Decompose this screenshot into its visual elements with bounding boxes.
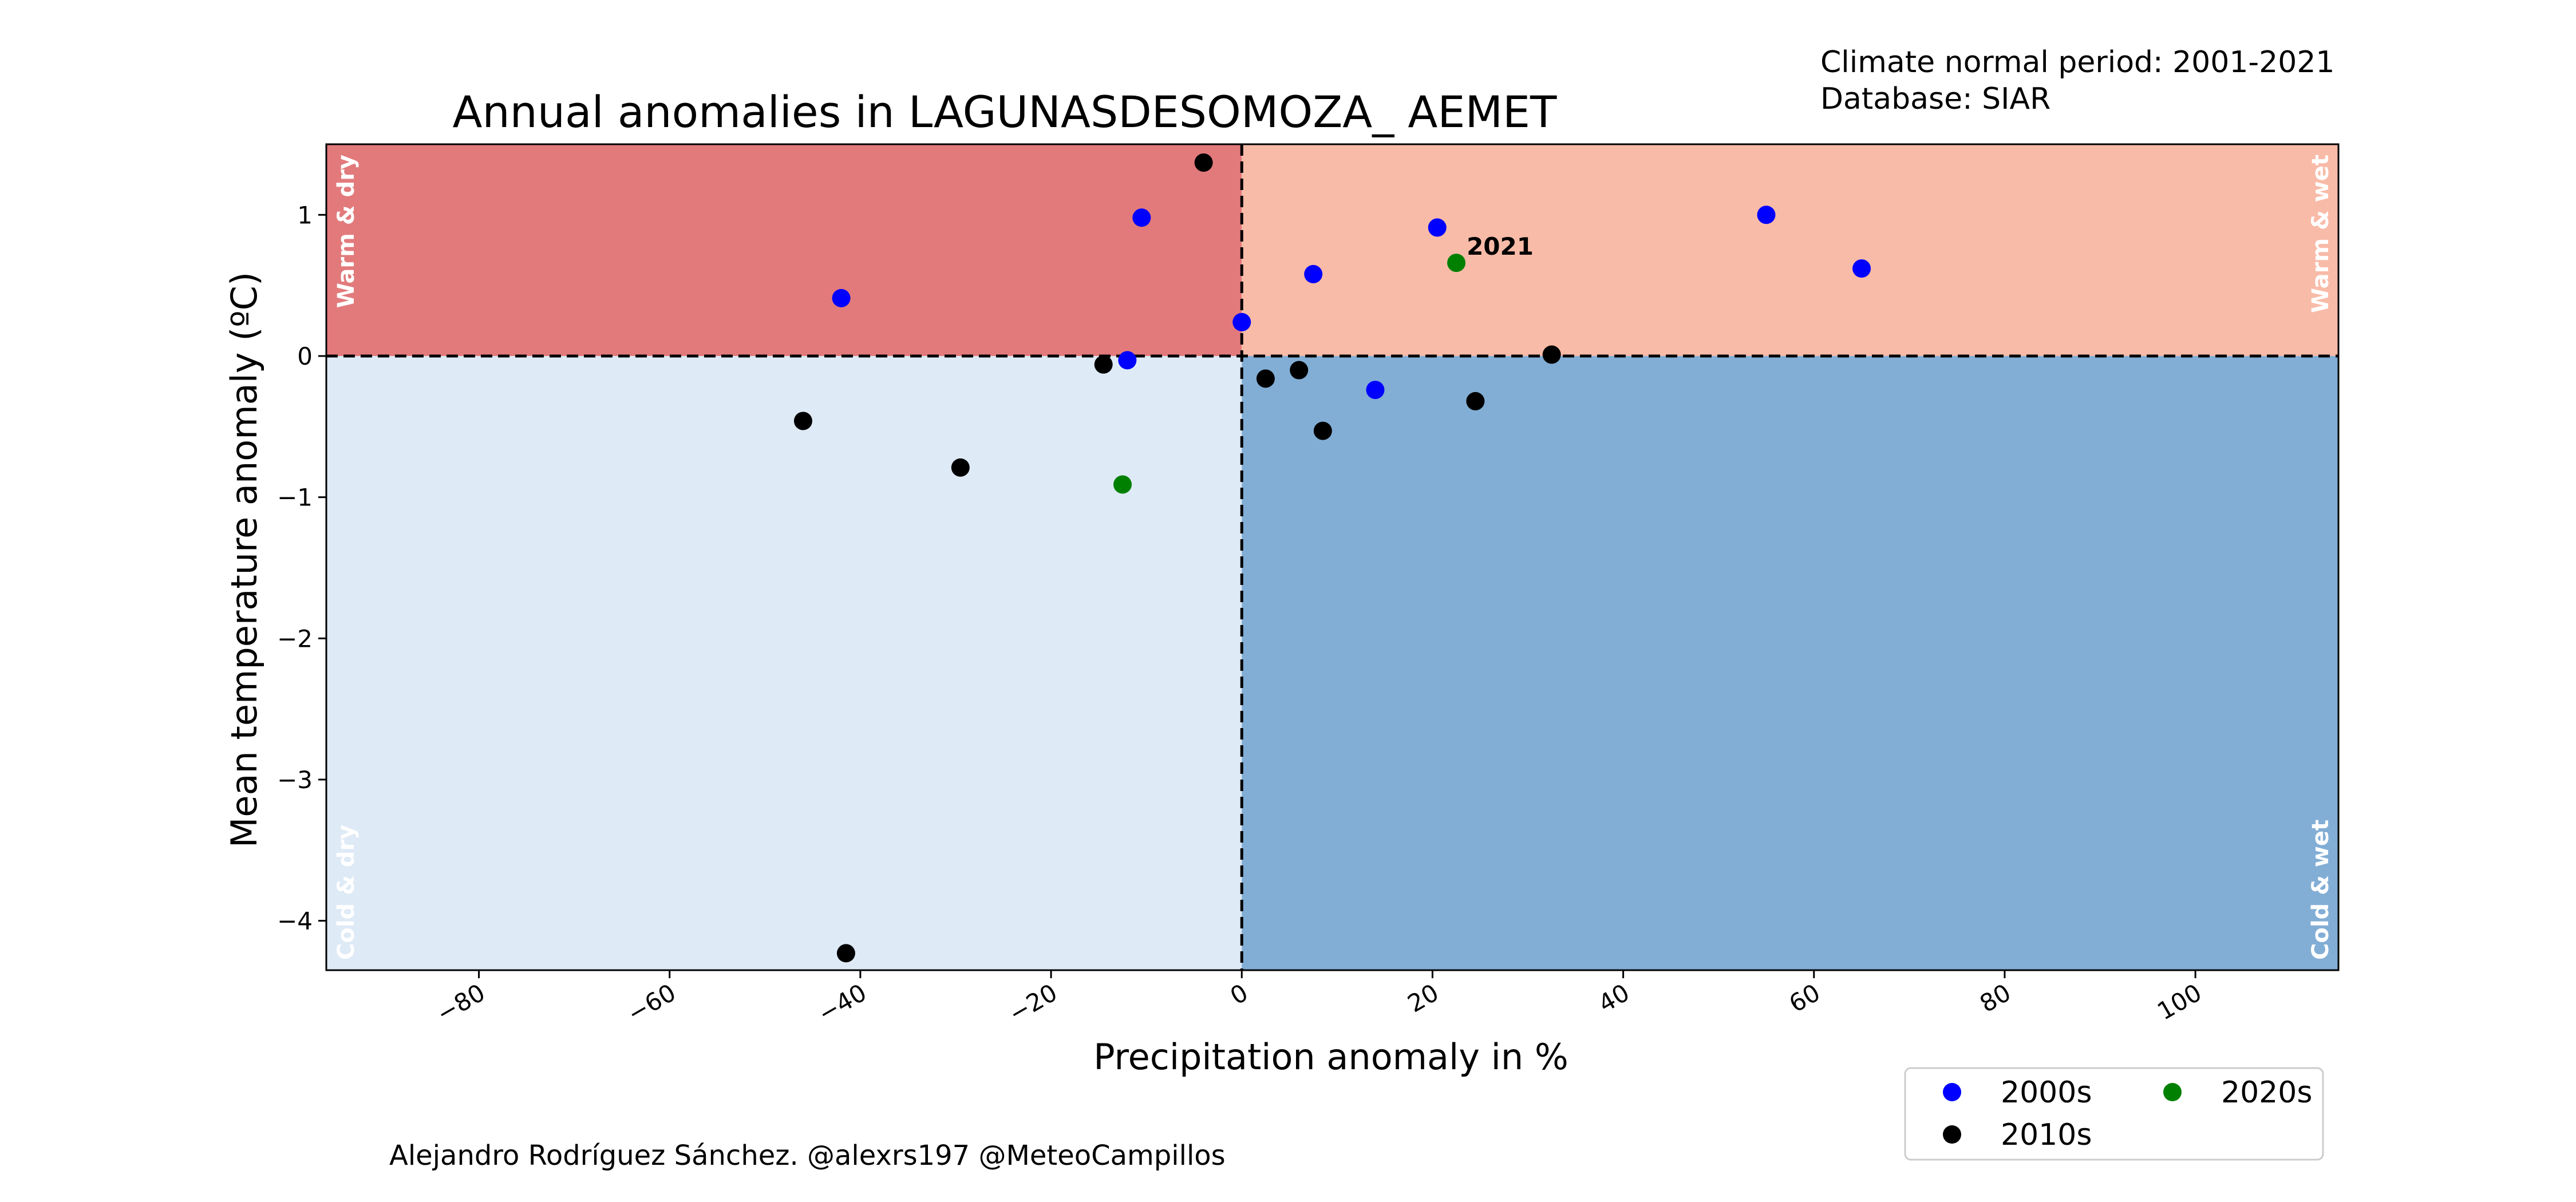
y-tick-label: −4	[277, 907, 313, 935]
point-2000s	[1428, 218, 1447, 237]
x-tick-label: −40	[813, 978, 871, 1028]
x-axis-ticks: −80 −60 −40 −20 0 20 40 60 80 100	[432, 970, 2206, 1028]
legend-marker-2000s	[1943, 1083, 1961, 1101]
point-2010s	[1290, 361, 1309, 379]
y-tick-label: 0	[297, 342, 313, 370]
x-tick-label: −60	[622, 978, 680, 1028]
legend-label-2010s: 2010s	[2001, 1118, 2092, 1152]
point-2010s	[951, 458, 970, 477]
quadrant-warm-dry	[326, 144, 1242, 356]
point-2010s	[1542, 345, 1561, 364]
x-axis-label: Precipitation anomaly in %	[1093, 1036, 1568, 1078]
quadrant-cold-wet	[1242, 356, 2338, 970]
point-2000s	[1366, 381, 1385, 400]
x-tick-label: 60	[1784, 978, 1825, 1018]
author-credit: Alejandro Rodríguez Sánchez. @alexrs197 …	[389, 1140, 1226, 1172]
point-2010s	[1313, 421, 1332, 440]
x-tick-label: −80	[432, 978, 489, 1028]
quadrant-labels: Warm & dry Warm & wet Cold & dry Cold & wet	[333, 155, 2334, 960]
quadrant-cold-dry	[326, 356, 1242, 970]
point-2010s	[836, 944, 855, 963]
database-source: Database: SIAR	[1820, 82, 2050, 116]
x-tick-label: −20	[1004, 978, 1062, 1028]
legend: 2000s 2010s 2020s	[1904, 1067, 2324, 1161]
legend-marker-2010s	[1943, 1125, 1961, 1144]
chart-title: Annual anomalies in LAGUNASDESOMOZA_ AEM…	[453, 86, 1558, 137]
y-tick-label: −1	[277, 484, 313, 512]
point-2010s	[1094, 355, 1113, 374]
point-2010s	[1194, 153, 1213, 172]
y-axis-label: Mean temperature anomaly (ºC)	[223, 272, 265, 848]
x-tick-label: 80	[1975, 978, 2016, 1018]
x-tick-label: 100	[2152, 978, 2206, 1026]
point-2000s	[1232, 313, 1251, 331]
quadrant-backgrounds	[326, 144, 2338, 970]
y-tick-label: −2	[277, 624, 313, 653]
legend-box	[1904, 1067, 2324, 1161]
data-points	[793, 153, 1871, 963]
quadrant-warm-wet	[1242, 144, 2338, 356]
point-2010s	[1466, 392, 1485, 410]
y-tick-label: 1	[297, 201, 313, 229]
zero-reference-lines	[326, 144, 2338, 970]
quadrant-label-cold-wet: Cold & wet	[2308, 820, 2334, 960]
quadrant-label-warm-wet: Warm & wet	[2308, 155, 2334, 313]
x-tick-label: 40	[1594, 978, 1634, 1018]
x-tick-label: 20	[1403, 978, 1444, 1018]
point-2000s	[1757, 205, 1776, 224]
x-tick-label: 0	[1226, 978, 1253, 1010]
point-2000s	[1852, 259, 1871, 278]
legend-label-2020s: 2020s	[2221, 1076, 2312, 1110]
y-tick-label: −3	[277, 766, 313, 794]
point-2000s	[1132, 208, 1151, 227]
point-2000s	[1118, 351, 1137, 370]
legend-label-2000s: 2000s	[2001, 1076, 2092, 1110]
point-2000s	[832, 288, 851, 307]
plot-frame	[325, 143, 2340, 971]
quadrant-label-warm-dry: Warm & dry	[333, 155, 359, 308]
point-2000s	[1304, 264, 1323, 283]
point-2020s	[1113, 475, 1132, 494]
point-annotations: 2021	[1467, 232, 1534, 260]
y-axis-ticks: 1 0 −1 −2 −3 −4	[277, 201, 326, 935]
legend-marker-2020s	[2163, 1083, 2182, 1101]
quadrant-label-cold-dry: Cold & dry	[333, 825, 359, 960]
point-2010s	[1256, 369, 1275, 388]
point-2020s	[1447, 254, 1466, 272]
climate-normal-period: Climate normal period: 2001-2021	[1820, 45, 2335, 80]
point-2010s	[793, 412, 812, 430]
point-label-2021: 2021	[1467, 232, 1534, 260]
